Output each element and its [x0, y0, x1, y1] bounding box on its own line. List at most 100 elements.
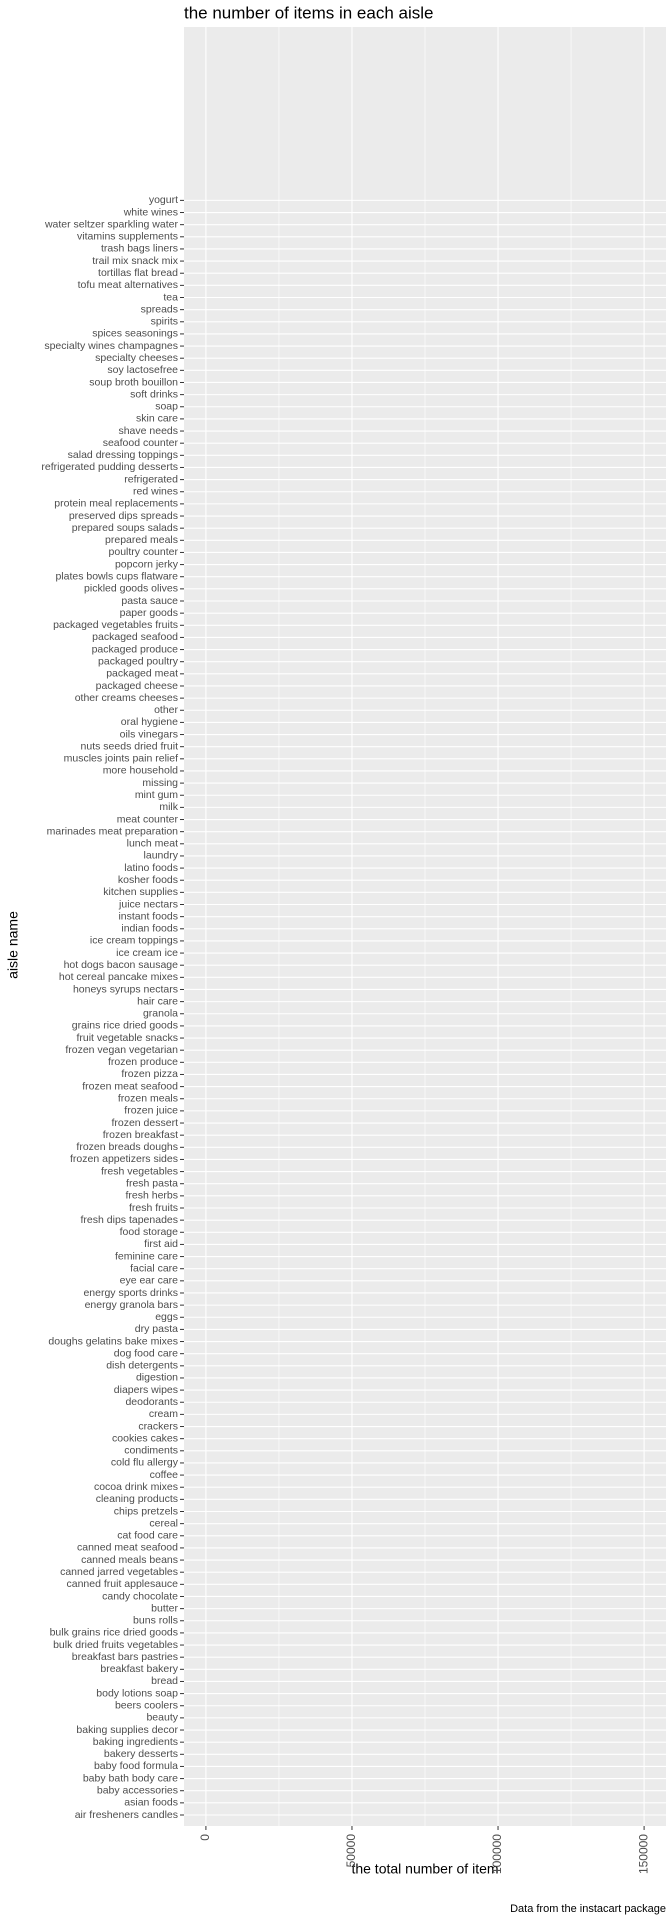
chart-title: the number of items in each aisle	[184, 3, 433, 22]
y-tick-label: oils vinegars	[120, 728, 178, 740]
y-tick-label: digestion	[136, 1372, 178, 1384]
y-tick-label: shave needs	[118, 425, 178, 437]
y-tick-label: skin care	[136, 413, 178, 425]
y-tick-label: frozen vegan vegetarian	[65, 1044, 178, 1056]
y-tick-label: popcorn jerky	[115, 558, 179, 570]
y-tick-label: plates bowls cups flatware	[55, 571, 178, 583]
y-tick-label: marinades meat preparation	[47, 825, 178, 837]
y-tick-label: facial care	[130, 1262, 178, 1274]
x-tick-label: 50000	[344, 1834, 358, 1868]
y-tick-label: pasta sauce	[121, 595, 178, 607]
y-tick-label: more household	[103, 765, 178, 777]
y-tick-label: asian foods	[124, 1797, 178, 1809]
y-tick-label: packaged seafood	[92, 631, 178, 643]
y-tick-label: chips pretzels	[114, 1505, 178, 1517]
y-tick-label: prepared soups salads	[72, 522, 178, 534]
y-tick-label: refrigerated pudding desserts	[41, 461, 178, 473]
x-tick-label: 100000	[490, 1834, 504, 1874]
y-tick-label: frozen breads doughs	[76, 1141, 178, 1153]
y-tick-label: buns rolls	[133, 1615, 178, 1627]
y-tick-label: energy sports drinks	[83, 1287, 178, 1299]
y-tick-label: trail mix snack mix	[92, 255, 179, 267]
y-tick-label: spirits	[151, 316, 178, 328]
y-tick-label: dog food care	[114, 1347, 178, 1359]
y-tick-label: eggs	[155, 1311, 178, 1323]
y-tick-label: baby bath body care	[83, 1772, 178, 1784]
y-tick-label: dish detergents	[106, 1360, 178, 1372]
y-tick-label: ice cream toppings	[90, 935, 178, 947]
y-tick-label: latino foods	[124, 862, 178, 874]
y-tick-label: butter	[151, 1602, 178, 1614]
y-tick-label: beauty	[146, 1712, 178, 1724]
y-tick-label: spices seasonings	[92, 328, 178, 340]
y-tick-label: yogurt	[149, 194, 178, 206]
x-tick-label: 0	[198, 1834, 212, 1841]
y-tick-label: packaged cheese	[96, 680, 178, 692]
y-tick-label: frozen dessert	[111, 1117, 178, 1129]
y-tick-label: cat food care	[117, 1530, 178, 1542]
y-tick-label: indian foods	[121, 923, 178, 935]
y-tick-label: packaged meat	[106, 668, 178, 680]
y-tick-label: muscles joints pain relief	[64, 753, 178, 765]
y-tick-label: baby accessories	[97, 1785, 178, 1797]
y-tick-label: packaged poultry	[98, 655, 179, 667]
y-tick-label: protein meal replacements	[54, 498, 178, 510]
y-tick-label: canned meat seafood	[77, 1542, 178, 1554]
y-tick-label: fresh vegetables	[101, 1165, 178, 1177]
y-tick-label: packaged vegetables fruits	[53, 619, 178, 631]
y-tick-label: frozen produce	[108, 1056, 178, 1068]
y-tick-label: lunch meat	[127, 838, 178, 850]
y-tick-label: bulk grains rice dried goods	[50, 1627, 178, 1639]
y-tick-label: red wines	[133, 486, 178, 498]
y-tick-label: other	[154, 704, 178, 716]
y-tick-label: milk	[159, 801, 178, 813]
y-tick-label: fresh dips tapenades	[81, 1214, 178, 1226]
y-tick-label: fresh herbs	[125, 1190, 178, 1202]
y-tick-label: energy granola bars	[85, 1299, 178, 1311]
y-tick-label: prepared meals	[105, 534, 178, 546]
y-tick-label: refrigerated	[124, 473, 178, 485]
y-tick-label: fruit vegetable snacks	[76, 1032, 178, 1044]
y-tick-label: trash bags liners	[101, 243, 178, 255]
y-tick-label: preserved dips spreads	[69, 510, 178, 522]
y-tick-label: honeys syrups nectars	[73, 983, 178, 995]
y-tick-label: cleaning products	[96, 1493, 178, 1505]
y-tick-label: tortillas flat bread	[98, 267, 178, 279]
y-tick-label: ice cream ice	[116, 947, 178, 959]
y-tick-label: fresh fruits	[129, 1202, 178, 1214]
y-tick-label: doughs gelatins bake mixes	[48, 1335, 178, 1347]
y-tick-label: frozen meals	[118, 1093, 178, 1105]
y-tick-label: pickled goods olives	[84, 583, 178, 595]
y-tick-label: other creams cheeses	[75, 692, 178, 704]
y-tick-label: canned jarred vegetables	[60, 1566, 178, 1578]
y-tick-label: hot dogs bacon sausage	[64, 959, 179, 971]
y-tick-label: cream	[149, 1408, 178, 1420]
y-tick-label: canned meals beans	[81, 1554, 178, 1566]
y-tick-label: soup broth bouillon	[89, 376, 178, 388]
y-tick-label: bread	[151, 1675, 178, 1687]
y-tick-label: soy lactosefree	[107, 364, 178, 376]
y-tick-label: canned fruit applesauce	[67, 1578, 179, 1590]
y-tick-label: instant foods	[118, 910, 178, 922]
y-tick-label: dry pasta	[135, 1323, 178, 1335]
y-tick-label: spreads	[141, 303, 178, 315]
y-tick-label: frozen meat seafood	[82, 1080, 178, 1092]
y-tick-label: frozen breakfast	[103, 1129, 178, 1141]
y-tick-label: condiments	[124, 1445, 178, 1457]
y-tick-label: candy chocolate	[102, 1590, 178, 1602]
y-axis-label: aisle name	[5, 911, 21, 979]
y-tick-label: eye ear care	[120, 1275, 179, 1287]
y-tick-label: kitchen supplies	[103, 886, 178, 898]
y-tick-label: breakfast bars pastries	[72, 1651, 178, 1663]
y-tick-label: laundry	[144, 850, 179, 862]
y-tick-label: baking ingredients	[93, 1736, 178, 1748]
y-tick-label: breakfast bakery	[100, 1663, 178, 1675]
y-tick-label: fresh pasta	[126, 1178, 178, 1190]
y-tick-label: missing	[142, 777, 178, 789]
y-tick-label: baby food formula	[94, 1760, 178, 1772]
y-tick-label: frozen juice	[124, 1105, 178, 1117]
y-tick-label: paper goods	[120, 607, 178, 619]
y-tick-label: tea	[163, 291, 178, 303]
y-tick-label: tofu meat alternatives	[78, 279, 178, 291]
y-tick-label: juice nectars	[118, 898, 178, 910]
